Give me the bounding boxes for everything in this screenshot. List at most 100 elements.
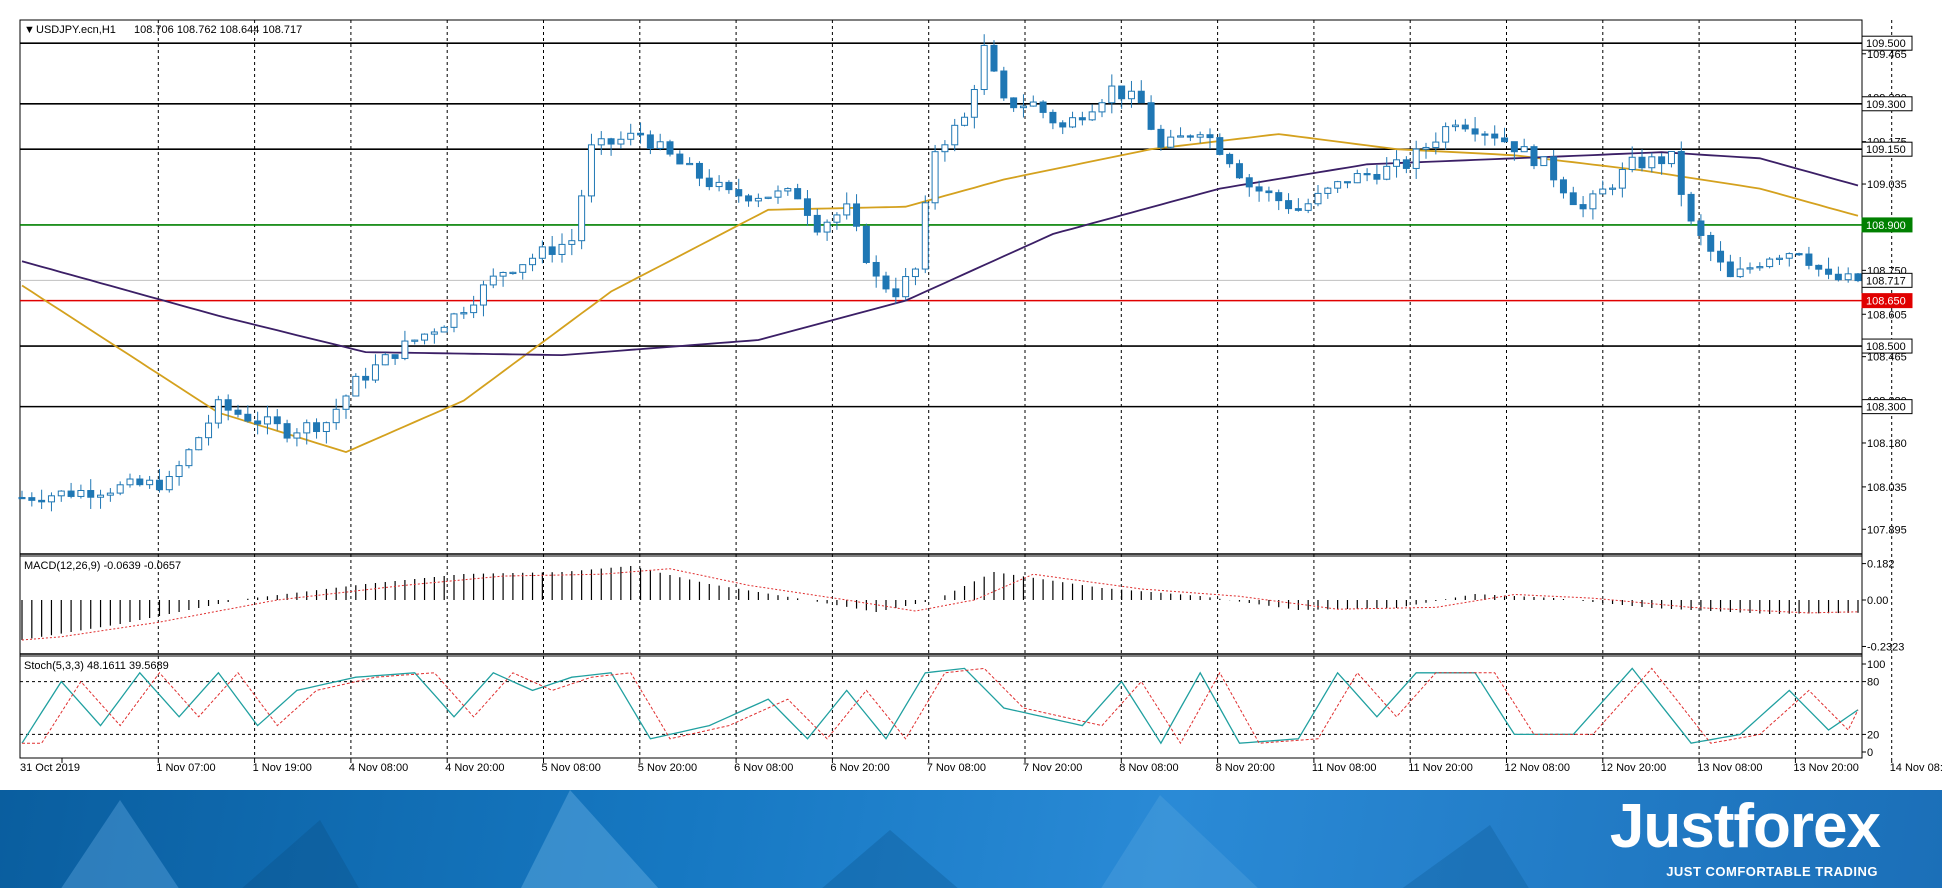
- macd-label: MACD(12,26,9) -0.0639 -0.0657: [24, 560, 181, 572]
- candle-body: [1569, 192, 1577, 206]
- candle-body: [813, 214, 821, 233]
- macd-y-tick-label: 0.00: [1867, 595, 1888, 607]
- candle-body: [1540, 156, 1548, 167]
- candle-body: [1599, 188, 1607, 195]
- x-tick-label: 1 Nov 07:00: [156, 762, 215, 774]
- candle-body: [136, 478, 144, 486]
- x-tick-label: 1 Nov 19:00: [253, 762, 312, 774]
- x-tick-label: 14 Nov 08:00: [1890, 762, 1942, 774]
- horizontal-levels: [20, 42, 1862, 408]
- candle-body: [656, 141, 664, 149]
- macd-signal-line: [21, 568, 1859, 641]
- candle-body: [1648, 156, 1656, 169]
- candle-body: [1697, 220, 1705, 236]
- candle-body: [185, 449, 193, 467]
- candle-body: [1825, 268, 1833, 275]
- candle-body: [1265, 190, 1273, 194]
- candle-body: [823, 221, 831, 233]
- candle-body: [1324, 187, 1332, 194]
- x-tick-label: 8 Nov 08:00: [1119, 762, 1178, 774]
- candle-body: [921, 202, 929, 270]
- candle-body: [1177, 135, 1185, 138]
- level-price-tag: [1861, 399, 1913, 415]
- candle-body: [254, 420, 262, 425]
- level-price-tag: [1861, 96, 1913, 112]
- level-price-tag: [1861, 338, 1913, 354]
- candle-body: [1785, 253, 1793, 259]
- candle-body: [1795, 253, 1803, 256]
- level-price-label: 108.500: [1866, 341, 1906, 353]
- candle-body: [764, 196, 772, 199]
- price-axis: 109.465109.320109.175109.035108.750108.6…: [1861, 35, 1913, 759]
- candle-body: [283, 423, 291, 439]
- candle-body: [1834, 273, 1842, 281]
- x-tick-label: 4 Nov 08:00: [349, 762, 408, 774]
- candle-body: [558, 243, 566, 255]
- candle-body: [67, 490, 75, 497]
- candle-body: [1393, 159, 1401, 167]
- level-price-label: 109.150: [1866, 144, 1906, 156]
- candle-body: [411, 339, 419, 342]
- candle-body: [1736, 268, 1744, 278]
- candle-body: [1108, 85, 1116, 104]
- stochastic-indicator: [20, 667, 1862, 745]
- candle-body: [1520, 146, 1528, 153]
- collapse-triangle-icon[interactable]: ▼: [24, 24, 35, 36]
- candle-body: [666, 141, 674, 155]
- candle-body: [1402, 159, 1410, 169]
- candle-body: [843, 203, 851, 216]
- candle-body: [617, 138, 625, 145]
- candle-body: [18, 496, 26, 500]
- time-axis: 31 Oct 2019 1 Nov 07:00 1 Nov 19:00 4 Nov 0…: [20, 758, 1942, 774]
- candle-body: [803, 198, 811, 216]
- candle-body: [695, 162, 703, 179]
- y-tick-label: 108.605: [1867, 309, 1907, 321]
- candle-body: [1422, 146, 1430, 150]
- candle-body: [28, 497, 36, 501]
- candle-body: [263, 416, 271, 425]
- candle-body: [244, 413, 252, 422]
- candle-body: [1245, 177, 1253, 188]
- level-price-label: 109.500: [1866, 38, 1906, 50]
- candlesticks: [18, 34, 1862, 512]
- candle-body: [1019, 105, 1027, 109]
- level-price-tag: [1861, 141, 1913, 157]
- decor-triangle: [820, 830, 960, 888]
- candle-body: [774, 190, 782, 198]
- candle-body: [1304, 203, 1312, 211]
- brand-tagline: JUST COMFORTABLE TRADING: [1666, 864, 1878, 879]
- candle-body: [1157, 128, 1165, 148]
- decor-triangle: [1400, 825, 1530, 888]
- decor-triangle: [520, 790, 660, 888]
- candle-body: [1550, 156, 1558, 181]
- level-price-label: 108.300: [1866, 402, 1906, 414]
- level-price-label: 108.900: [1866, 220, 1906, 232]
- candle-body: [234, 409, 242, 415]
- candle-body: [686, 162, 694, 166]
- candle-body: [175, 465, 183, 478]
- candle-body: [1442, 126, 1450, 143]
- x-tick-label: 13 Nov 08:00: [1697, 762, 1762, 774]
- candle-body: [77, 490, 85, 497]
- candle-body: [1314, 192, 1322, 205]
- candle-body: [538, 246, 546, 259]
- candle-body: [116, 484, 124, 494]
- candle-body: [195, 437, 203, 451]
- candle-body: [862, 225, 870, 263]
- candle-body: [47, 495, 55, 503]
- candle-body: [293, 432, 301, 439]
- candle-body: [1383, 165, 1391, 180]
- stoch-signal-line: [22, 667, 1859, 745]
- chart-frame: [19, 19, 1863, 759]
- grid: [157, 20, 1893, 758]
- candle-body: [872, 261, 880, 277]
- candle-body: [1746, 267, 1754, 270]
- candle-body: [1756, 266, 1764, 269]
- decor-triangle: [1100, 795, 1260, 888]
- candle-body: [1343, 181, 1351, 184]
- candle-body: [1844, 273, 1852, 281]
- candle-body: [303, 422, 311, 434]
- candle-body: [106, 492, 114, 496]
- candle-body: [1069, 117, 1077, 128]
- candle-body: [1618, 169, 1626, 189]
